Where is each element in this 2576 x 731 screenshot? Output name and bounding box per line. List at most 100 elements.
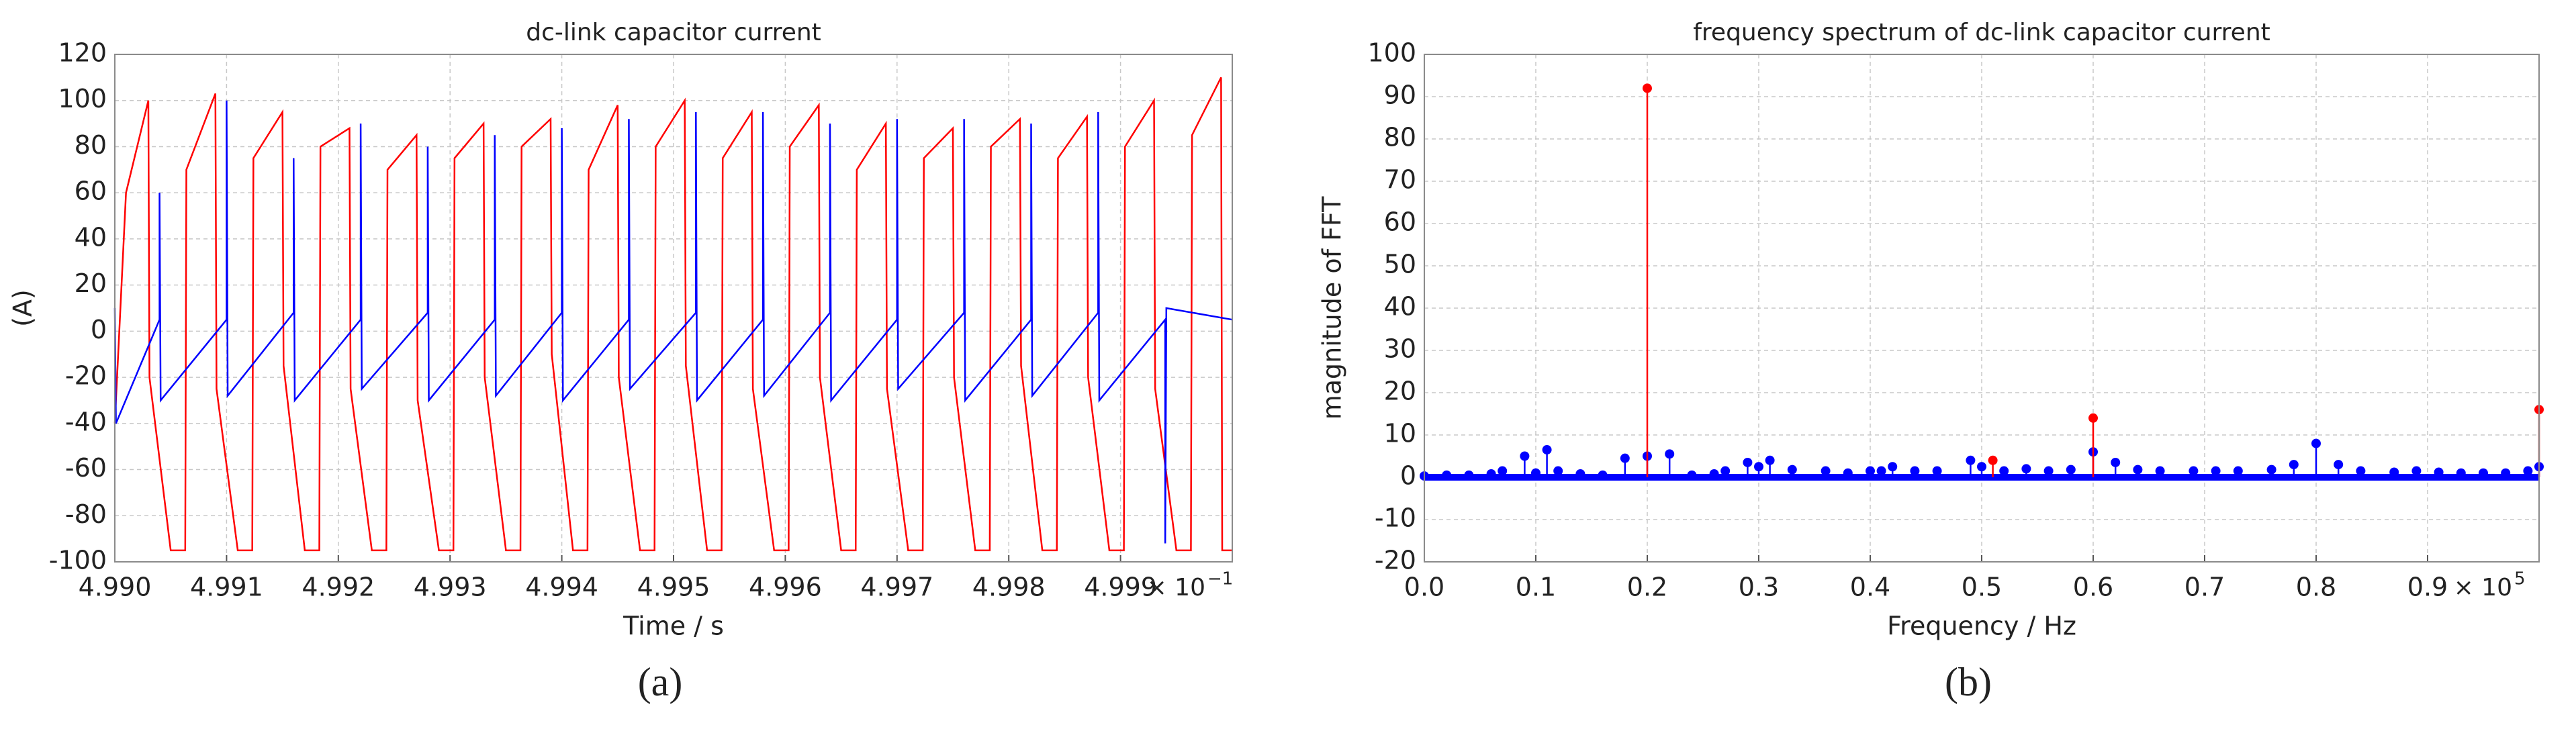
stem-marker — [1821, 466, 1831, 476]
stem-marker — [1977, 462, 1986, 472]
chart-panel: -20 -10 0 10 20 30 40 50 60 70 80 90 100 0.0 0.1 0.2 0.3… — [1318, 19, 2544, 704]
x-tick-label: 4.990 — [79, 573, 152, 602]
stem-marker — [1988, 455, 1998, 465]
y-tick-label: 60 — [75, 177, 107, 206]
y-tick-label: -40 — [65, 407, 107, 436]
x-multiplier: × 10 — [1147, 574, 1205, 601]
y-tick-label: 40 — [75, 222, 107, 252]
stem-marker — [1866, 466, 1875, 476]
stem-marker — [1720, 466, 1731, 476]
stem-marker — [2389, 467, 2399, 477]
stem-marker — [1754, 462, 1763, 472]
stem-marker — [2266, 465, 2276, 475]
y-tick-label: -20 — [65, 361, 107, 391]
stem-marker — [1687, 470, 1697, 480]
x-multiplier-exponent: −1 — [1207, 569, 1233, 589]
stem-marker — [1876, 466, 1886, 476]
y-tick-label: 40 — [1384, 292, 1416, 322]
y-tick-label: -10 — [1375, 503, 1416, 533]
stem-marker — [2501, 468, 2511, 478]
x-tick-label: 0.6 — [2073, 573, 2113, 602]
stem-marker — [1531, 468, 1540, 478]
stem-marker — [1999, 466, 2009, 476]
stem-marker — [1888, 462, 1898, 472]
caption: (a) — [638, 660, 683, 704]
stem-marker — [1598, 470, 1608, 480]
x-tick-label: 0.8 — [2296, 573, 2336, 602]
x-tick-label: 0.5 — [1962, 573, 2002, 602]
stem-marker — [2155, 466, 2165, 476]
x-multiplier-exponent: 5 — [2514, 569, 2526, 589]
stem-marker — [1910, 466, 1920, 476]
plot-frame — [1424, 54, 2540, 563]
stem-marker — [2066, 465, 2076, 475]
caption: (b) — [1945, 660, 1992, 704]
x-axis-label: Frequency / Hz — [1887, 612, 2076, 641]
x-tick-label: 4.996 — [749, 573, 822, 602]
y-tick-label: 30 — [1384, 334, 1416, 364]
y-tick-label: 0 — [1400, 461, 1416, 491]
x-tick-label: 4.992 — [302, 573, 375, 602]
x-tick-label: 0.1 — [1516, 573, 1556, 602]
y-tick-label: 80 — [75, 130, 107, 160]
stem-marker — [2334, 460, 2344, 470]
stem-marker — [2088, 413, 2098, 423]
x-tick-label: 0.0 — [1404, 573, 1444, 602]
y-tick-label: 70 — [1384, 165, 1416, 195]
stem-marker — [2189, 466, 2199, 476]
stem-marker — [1486, 469, 1496, 479]
stem-marker — [2111, 457, 2121, 467]
stem-marker — [1665, 449, 1675, 459]
x-tick-label: 0.4 — [1850, 573, 1890, 602]
stem-marker — [2133, 465, 2143, 475]
stem-marker — [1553, 466, 1563, 476]
stem-marker — [1966, 455, 1976, 465]
stem-marker — [1787, 465, 1797, 475]
y-tick-label: 0 — [91, 315, 107, 344]
stem-marker — [2479, 468, 2488, 478]
chart-title: dc-link capacitor current — [526, 19, 821, 46]
stem-marker — [1643, 83, 1652, 93]
y-tick-label: 80 — [1384, 123, 1416, 152]
stem-marker — [2289, 460, 2299, 470]
y-tick-label: 20 — [1384, 377, 1416, 406]
x-tick-label: 4.991 — [190, 573, 263, 602]
stem-marker — [1542, 445, 1552, 455]
y-tick-label: 90 — [1384, 81, 1416, 110]
chart-title: frequency spectrum of dc-link capacitor … — [1693, 19, 2270, 46]
stem-marker — [1520, 451, 1530, 461]
stem-marker — [2021, 464, 2031, 474]
y-tick-label: 120 — [58, 38, 107, 68]
y-axis-label: magnitude of FFT — [1318, 196, 1347, 420]
y-tick-label: 20 — [75, 269, 107, 298]
data-line — [113, 100, 1233, 544]
stem-marker — [1709, 469, 1719, 479]
x-tick-label: 4.998 — [972, 573, 1046, 602]
x-tick-label: 4.993 — [414, 573, 487, 602]
y-axis-label: (A) — [8, 289, 38, 327]
stem-marker — [2523, 466, 2533, 476]
stem-marker — [2434, 467, 2444, 477]
stem-marker — [1620, 453, 1630, 463]
x-tick-label: 0.2 — [1627, 573, 1667, 602]
stem-marker — [1765, 455, 1775, 465]
x-tick-label: 0.3 — [1739, 573, 1779, 602]
y-tick-label: -20 — [1375, 546, 1416, 575]
y-tick-label: -100 — [49, 546, 107, 575]
stem-marker — [1464, 470, 1474, 480]
stem-marker — [2311, 438, 2321, 448]
x-multiplier: × 10 — [2454, 574, 2512, 601]
stem-marker — [2211, 466, 2221, 476]
stem-marker — [2356, 466, 2366, 476]
x-tick-label: 0.9 — [2407, 573, 2448, 602]
y-tick-label: 100 — [1367, 38, 1416, 68]
stem-marker — [1743, 457, 1753, 467]
x-tick-label: 4.997 — [860, 573, 933, 602]
x-axis-label: Time / s — [623, 612, 724, 641]
stem-marker — [1843, 468, 1853, 478]
y-tick-label: 100 — [58, 84, 107, 113]
stem-marker — [1575, 469, 1585, 479]
stem-marker — [1442, 470, 1452, 480]
y-tick-label: -80 — [65, 499, 107, 529]
